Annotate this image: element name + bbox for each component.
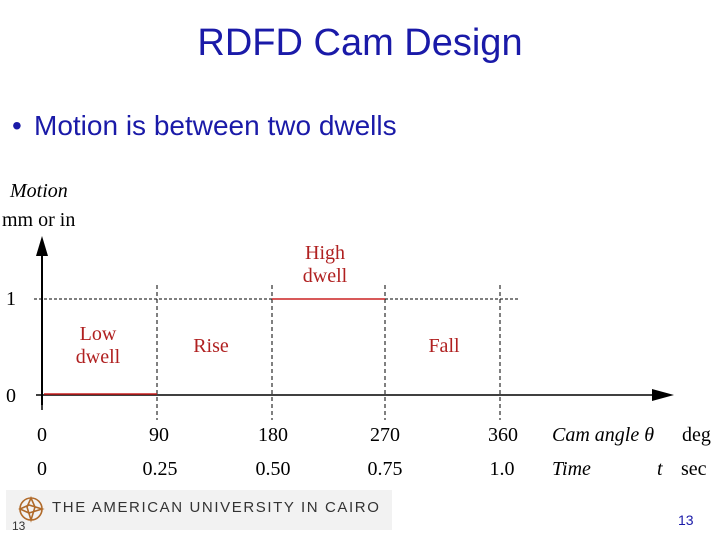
angle-tick-90: 90	[149, 424, 169, 446]
bullet-dot-icon: •	[12, 110, 22, 141]
high-dwell-label-line2: dwell	[303, 265, 348, 287]
y-tick-zero: 0	[6, 385, 16, 407]
y-axis-arrow-icon	[36, 236, 48, 256]
angle-axis-label: Cam angle θ	[552, 424, 654, 446]
angle-tick-180: 180	[258, 424, 288, 446]
time-axis-label: Time	[552, 458, 591, 480]
time-tick-1-0: 1.0	[490, 458, 515, 480]
time-tick-0-25: 0.25	[143, 458, 178, 480]
slide-title: RDFD Cam Design	[197, 22, 523, 64]
time-unit: sec	[681, 458, 707, 480]
angle-unit: deg	[682, 424, 711, 446]
time-tick-0-75: 0.75	[368, 458, 403, 480]
low-dwell-label-line1: Low	[80, 323, 117, 345]
high-dwell-label-line1: High	[305, 242, 345, 264]
time-tick-0-50: 0.50	[256, 458, 291, 480]
auc-emblem-icon	[18, 496, 45, 523]
time-tick-0: 0	[37, 458, 47, 480]
university-name: THE AMERICAN UNIVERSITY IN CAIRO	[52, 499, 381, 516]
y-tick-one: 1	[6, 288, 16, 310]
angle-tick-270: 270	[370, 424, 400, 446]
university-logo-banner: THE AMERICAN UNIVERSITY IN CAIRO	[6, 490, 392, 530]
rise-label: Rise	[193, 335, 229, 357]
y-axis-label-units: mm or in	[2, 209, 75, 231]
angle-tick-360: 360	[488, 424, 518, 446]
slide-number-small: 13	[12, 519, 26, 533]
angle-tick-0: 0	[37, 424, 47, 446]
time-symbol: t	[657, 458, 663, 480]
x-axis-arrow-icon	[652, 389, 674, 401]
fall-label: Fall	[428, 335, 460, 357]
bullet-point: • Motion is between two dwells	[12, 110, 397, 142]
bullet-text: Motion is between two dwells	[34, 110, 397, 141]
slide-number: 13	[678, 512, 694, 528]
y-axis-label-motion: Motion	[9, 180, 68, 202]
low-dwell-label-line2: dwell	[76, 346, 121, 368]
